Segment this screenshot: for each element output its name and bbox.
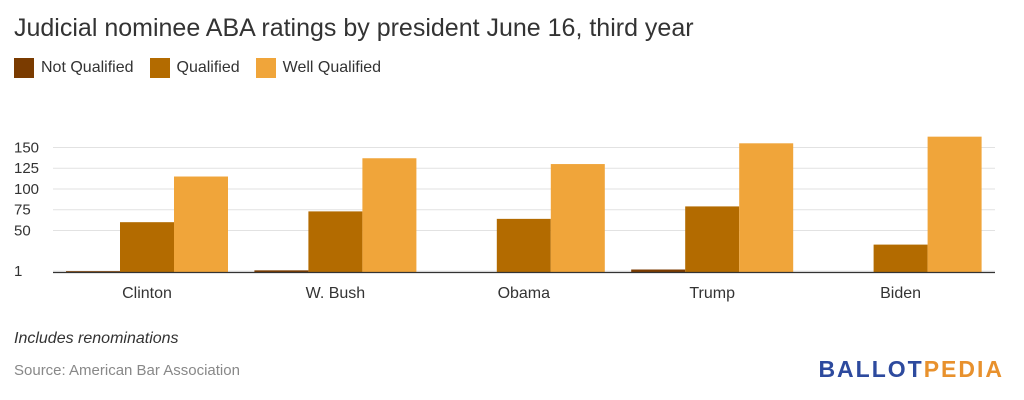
bar-clinton-qualified xyxy=(120,222,174,272)
y-tick-label-150: 150 xyxy=(14,139,39,156)
x-tick-label-biden: Biden xyxy=(880,285,921,302)
bar-trump-well-qualified xyxy=(739,143,794,272)
ballotpedia-logo: BALLOTPEDIA xyxy=(818,356,1004,383)
bar-w-bush-well-qualified xyxy=(362,158,417,272)
x-tick-label-trump: Trump xyxy=(689,285,735,302)
bar-clinton-not-qualified xyxy=(66,271,120,272)
y-tick-label-75: 75 xyxy=(14,202,31,219)
logo-text-ballot: BALLOT xyxy=(818,356,924,382)
legend-swatch-well-qualified xyxy=(255,58,276,78)
bar-biden-well-qualified xyxy=(927,136,982,272)
bar-w-bush-not-qualified xyxy=(254,270,309,272)
bar-trump-qualified xyxy=(685,206,740,272)
bar-trump-not-qualified xyxy=(631,269,686,272)
x-tick-label-clinton: Clinton xyxy=(122,285,172,302)
bar-obama-well-qualified xyxy=(550,164,605,272)
x-tick-label-w-bush: W. Bush xyxy=(306,285,366,302)
footnote: Includes renominations xyxy=(14,330,179,347)
bar-clinton-well-qualified xyxy=(174,176,228,272)
logo-text-pedia: PEDIA xyxy=(923,356,1004,382)
legend-item-qualified: Qualified xyxy=(149,58,240,78)
y-tick-label-50: 50 xyxy=(14,222,31,239)
y-tick-label-125: 125 xyxy=(14,160,39,177)
source-note: Source: American Bar Association xyxy=(14,362,240,379)
x-tick-label-obama: Obama xyxy=(498,285,551,302)
chart-title: Judicial nominee ABA ratings by presiden… xyxy=(14,14,694,42)
legend-item-well-qualified: Well Qualified xyxy=(255,58,382,78)
legend-label-qualified: Qualified xyxy=(176,59,240,76)
legend-swatch-not-qualified xyxy=(14,58,34,78)
legend-item-not-qualified: Not Qualified xyxy=(14,58,134,78)
legend: Not Qualified Qualified Well Qualified xyxy=(14,58,397,78)
legend-label-well-qualified: Well Qualified xyxy=(282,59,382,76)
legend-swatch-qualified xyxy=(149,58,170,78)
legend-label-not-qualified: Not Qualified xyxy=(41,59,134,76)
bar-obama-qualified xyxy=(496,218,551,272)
y-tick-label-1: 1 xyxy=(14,263,22,280)
bar-biden-qualified xyxy=(873,244,928,272)
bar-w-bush-qualified xyxy=(308,211,363,272)
y-tick-label-100: 100 xyxy=(14,181,39,198)
